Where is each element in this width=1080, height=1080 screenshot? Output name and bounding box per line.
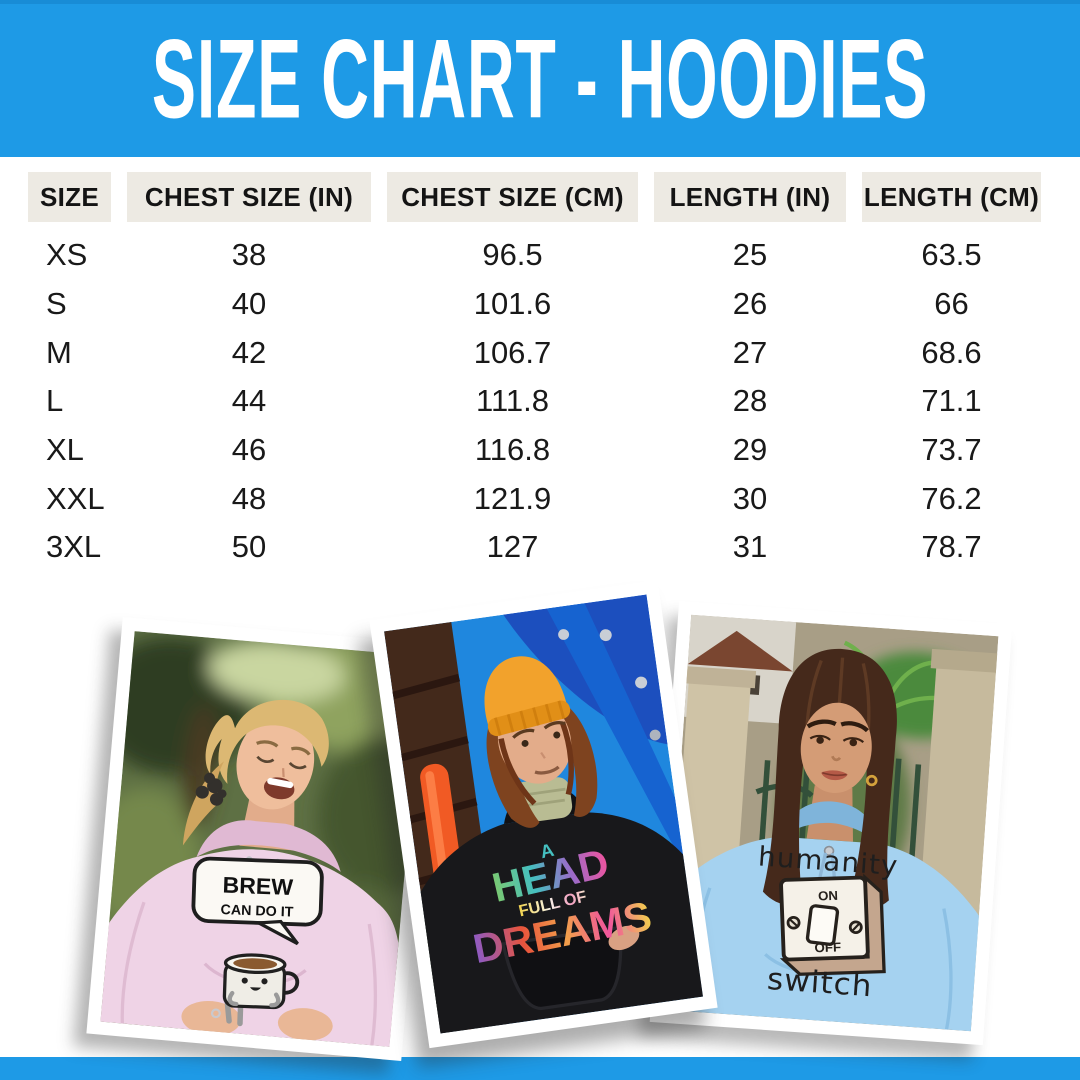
photo-pink-hoodie: BREW CAN DO IT <box>86 617 438 1061</box>
header-banner: SIZE CHART - HOODIES <box>0 0 1080 157</box>
black-hoodie-photo-illustration: A HEAD FULL OF DREAMS <box>384 594 703 1034</box>
column-header-length-in: LENGTH (IN) <box>654 172 846 222</box>
cell-length-cm: 66 <box>934 286 969 322</box>
woman-head <box>182 700 329 846</box>
graphic-text-switch: switch <box>766 962 874 1004</box>
cell-length-cm: 76.2 <box>921 480 982 516</box>
cell-size: L <box>46 383 64 419</box>
cell-chest-in: 50 <box>231 529 267 565</box>
cell-chest-cm: 106.7 <box>473 334 552 370</box>
column-header-size: SIZE <box>28 172 111 222</box>
table-row: XL 46 116.8 29 73.7 <box>28 426 1052 475</box>
cell-length-in: 29 <box>732 432 768 468</box>
table-row: L 44 111.8 28 71.1 <box>28 377 1052 426</box>
woman-head <box>762 649 897 911</box>
cell-length-cm: 73.7 <box>921 432 982 468</box>
cell-size: 3XL <box>46 529 102 565</box>
cell-length-in: 25 <box>732 237 768 273</box>
cell-size: XL <box>46 432 84 468</box>
pink-hoodie-photo-illustration: BREW CAN DO IT <box>100 631 424 1047</box>
photo-blue-hoodie: humanity ON OFF switch <box>649 600 1013 1046</box>
table-row: S 40 101.6 26 66 <box>28 280 1052 329</box>
cell-chest-in: 40 <box>231 286 267 322</box>
table-row: M 42 106.7 27 68.6 <box>28 328 1052 377</box>
person-head <box>484 656 598 828</box>
switch-off-label: OFF <box>814 940 841 956</box>
cell-chest-cm: 101.6 <box>473 286 552 322</box>
cell-chest-in: 38 <box>231 237 267 273</box>
table-row: XXL 48 121.9 30 76.2 <box>28 474 1052 523</box>
table-row: XS 38 96.5 25 63.5 <box>28 231 1052 280</box>
cell-size: M <box>46 334 72 370</box>
cell-chest-in: 42 <box>231 334 267 370</box>
cell-chest-cm: 116.8 <box>474 432 551 468</box>
cell-chest-cm: 127 <box>486 529 539 565</box>
cell-size: S <box>46 286 67 322</box>
page-title: SIZE CHART - HOODIES <box>151 17 929 143</box>
cell-chest-cm: 96.5 <box>482 237 543 273</box>
cell-length-cm: 63.5 <box>921 237 982 273</box>
column-header-length-cm: LENGTH (CM) <box>862 172 1041 222</box>
brew-graphic: BREW CAN DO IT <box>191 856 324 1027</box>
cell-length-in: 26 <box>732 286 768 322</box>
coffee-mug-character <box>222 953 300 1027</box>
cell-chest-in: 48 <box>231 480 267 516</box>
cell-chest-in: 46 <box>231 432 267 468</box>
person-black-hoodie: A HEAD FULL OF DREAMS <box>415 656 703 1034</box>
cell-size: XS <box>46 237 88 273</box>
cell-length-in: 27 <box>732 334 768 370</box>
table-body: XS 38 96.5 25 63.5 S 40 101.6 26 66 M 42… <box>28 231 1052 572</box>
cell-chest-cm: 111.8 <box>476 383 549 419</box>
woman-pink-hoodie: BREW CAN DO IT <box>100 700 402 1047</box>
size-table: SIZE CHEST SIZE (IN) CHEST SIZE (CM) LEN… <box>28 172 1052 572</box>
blue-hoodie-photo-illustration: humanity ON OFF switch <box>663 614 999 1032</box>
cell-length-in: 30 <box>732 480 768 516</box>
cell-length-cm: 71.1 <box>921 383 982 419</box>
woman-blue-hoodie: humanity ON OFF switch <box>663 649 985 1032</box>
column-header-chest-cm: CHEST SIZE (CM) <box>387 172 638 222</box>
table-row: 3XL 50 127 31 78.7 <box>28 523 1052 572</box>
cell-length-in: 28 <box>732 383 768 419</box>
bottom-accent-bar <box>0 1057 1080 1080</box>
column-header-chest-in: CHEST SIZE (IN) <box>127 172 371 222</box>
cell-chest-in: 44 <box>231 383 267 419</box>
cell-size: XXL <box>46 480 105 516</box>
bubble-text-line1: BREW <box>222 872 294 900</box>
cell-length-cm: 78.7 <box>921 529 982 565</box>
graphic-word-a: A <box>538 839 556 862</box>
photo-black-hoodie: A HEAD FULL OF DREAMS <box>369 579 718 1049</box>
cell-length-in: 31 <box>732 529 768 565</box>
switch-on-label: ON <box>818 888 838 903</box>
cell-chest-cm: 121.9 <box>473 480 552 516</box>
scrunchie <box>195 772 227 806</box>
bubble-text-line2: CAN DO IT <box>220 901 294 919</box>
cell-length-cm: 68.6 <box>921 334 982 370</box>
table-header-row: SIZE CHEST SIZE (IN) CHEST SIZE (CM) LEN… <box>28 172 1052 222</box>
light-switch-plate: ON OFF <box>779 873 886 976</box>
